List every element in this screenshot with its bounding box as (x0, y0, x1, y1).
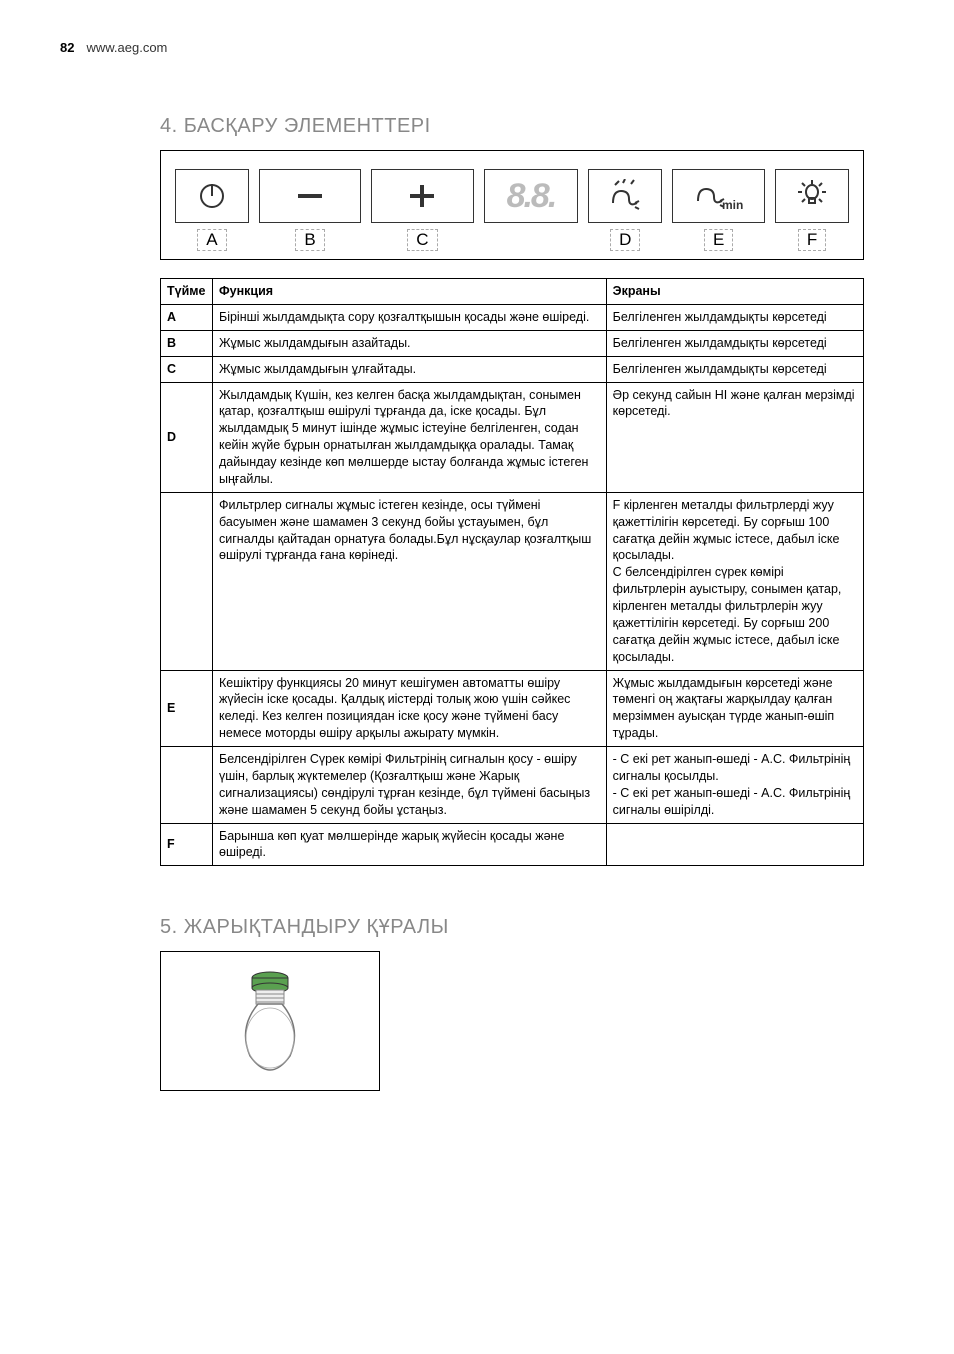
table-row: EКешіктіру функциясы 20 минут кешігумен … (161, 670, 864, 747)
section-5-title: 5. ЖАРЫҚТАНДЫРУ ҚҰРАЛЫ (160, 916, 894, 939)
th-func: Функция (213, 279, 607, 305)
row-func: Жылдамдық Күшін, кез келген басқа жылдам… (213, 382, 607, 492)
row-key (161, 747, 213, 824)
table-row: Белсендірілген Сүрек көмірі Фильтрінің с… (161, 747, 864, 824)
controls-table: Түйме Функция Экраны AБірінші жылдамдықт… (160, 278, 864, 866)
button-e-delay-icon: min (672, 169, 765, 223)
lamp-diagram (160, 951, 380, 1091)
row-disp: - С екі рет жанып-өшеді - A.C. Фильтріні… (606, 747, 863, 824)
label-f: F (798, 229, 826, 251)
row-disp: F кірленген металды фильтрлерді жуу қаже… (606, 492, 863, 670)
row-disp: Белгіленген жылдамдықты көрсетеді (606, 304, 863, 330)
control-panel-diagram: 8.8. min (160, 150, 864, 260)
site-url: www.aeg.com (86, 40, 167, 55)
row-disp: Жұмыс жылдамдығын көрсетеді және төменгі… (606, 670, 863, 747)
row-disp (606, 823, 863, 866)
row-key: C (161, 356, 213, 382)
row-func: Фильтрлер сигналы жұмыс істеген кезінде,… (213, 492, 607, 670)
svg-text:min: min (722, 198, 743, 212)
row-disp: Әр секунд сайын HI және қалған мерзімді … (606, 382, 863, 492)
label-d: D (610, 229, 640, 251)
row-key: E (161, 670, 213, 747)
row-key: D (161, 382, 213, 492)
table-row: Фильтрлер сигналы жұмыс істеген кезінде,… (161, 492, 864, 670)
row-key: A (161, 304, 213, 330)
table-row: DЖылдамдық Күшін, кез келген басқа жылда… (161, 382, 864, 492)
page-header: 82 www.aeg.com (60, 40, 894, 55)
table-row: BЖұмыс жылдамдығын азайтады.Белгіленген … (161, 330, 864, 356)
button-a-power-icon (175, 169, 249, 223)
row-func: Кешіктіру функциясы 20 минут кешігумен а… (213, 670, 607, 747)
button-d-boost-icon (588, 169, 662, 223)
row-func: Барынша көп қуат мөлшерінде жарық жүйесі… (213, 823, 607, 866)
row-func: Белсендірілген Сүрек көмірі Фильтрінің с… (213, 747, 607, 824)
table-row: CЖұмыс жылдамдығын ұлғайтады.Белгіленген… (161, 356, 864, 382)
button-f-light-icon (775, 169, 849, 223)
th-disp: Экраны (606, 279, 863, 305)
row-func: Бірінші жылдамдықта сору қозғалтқышын қо… (213, 304, 607, 330)
button-b-minus-icon (259, 169, 361, 223)
table-row: FБарынша көп қуат мөлшерінде жарық жүйес… (161, 823, 864, 866)
row-disp: Белгіленген жылдамдықты көрсетеді (606, 356, 863, 382)
th-key: Түйме (161, 279, 213, 305)
row-key: F (161, 823, 213, 866)
label-c: C (407, 229, 437, 251)
label-b: B (295, 229, 324, 251)
row-key: B (161, 330, 213, 356)
panel-labels-row: A B C D E F (175, 229, 849, 251)
table-row: AБірінші жылдамдықта сору қозғалтқышын қ… (161, 304, 864, 330)
row-func: Жұмыс жылдамдығын ұлғайтады. (213, 356, 607, 382)
section-4-title: 4. БАСҚАРУ ЭЛЕМЕНТТЕРІ (160, 115, 894, 138)
digit-display: 8.8. (484, 169, 579, 223)
row-disp: Белгіленген жылдамдықты көрсетеді (606, 330, 863, 356)
row-key (161, 492, 213, 670)
page-number: 82 (60, 40, 74, 55)
row-func: Жұмыс жылдамдығын азайтады. (213, 330, 607, 356)
label-a: A (197, 229, 226, 251)
button-c-plus-icon (371, 169, 473, 223)
label-e: E (704, 229, 733, 251)
